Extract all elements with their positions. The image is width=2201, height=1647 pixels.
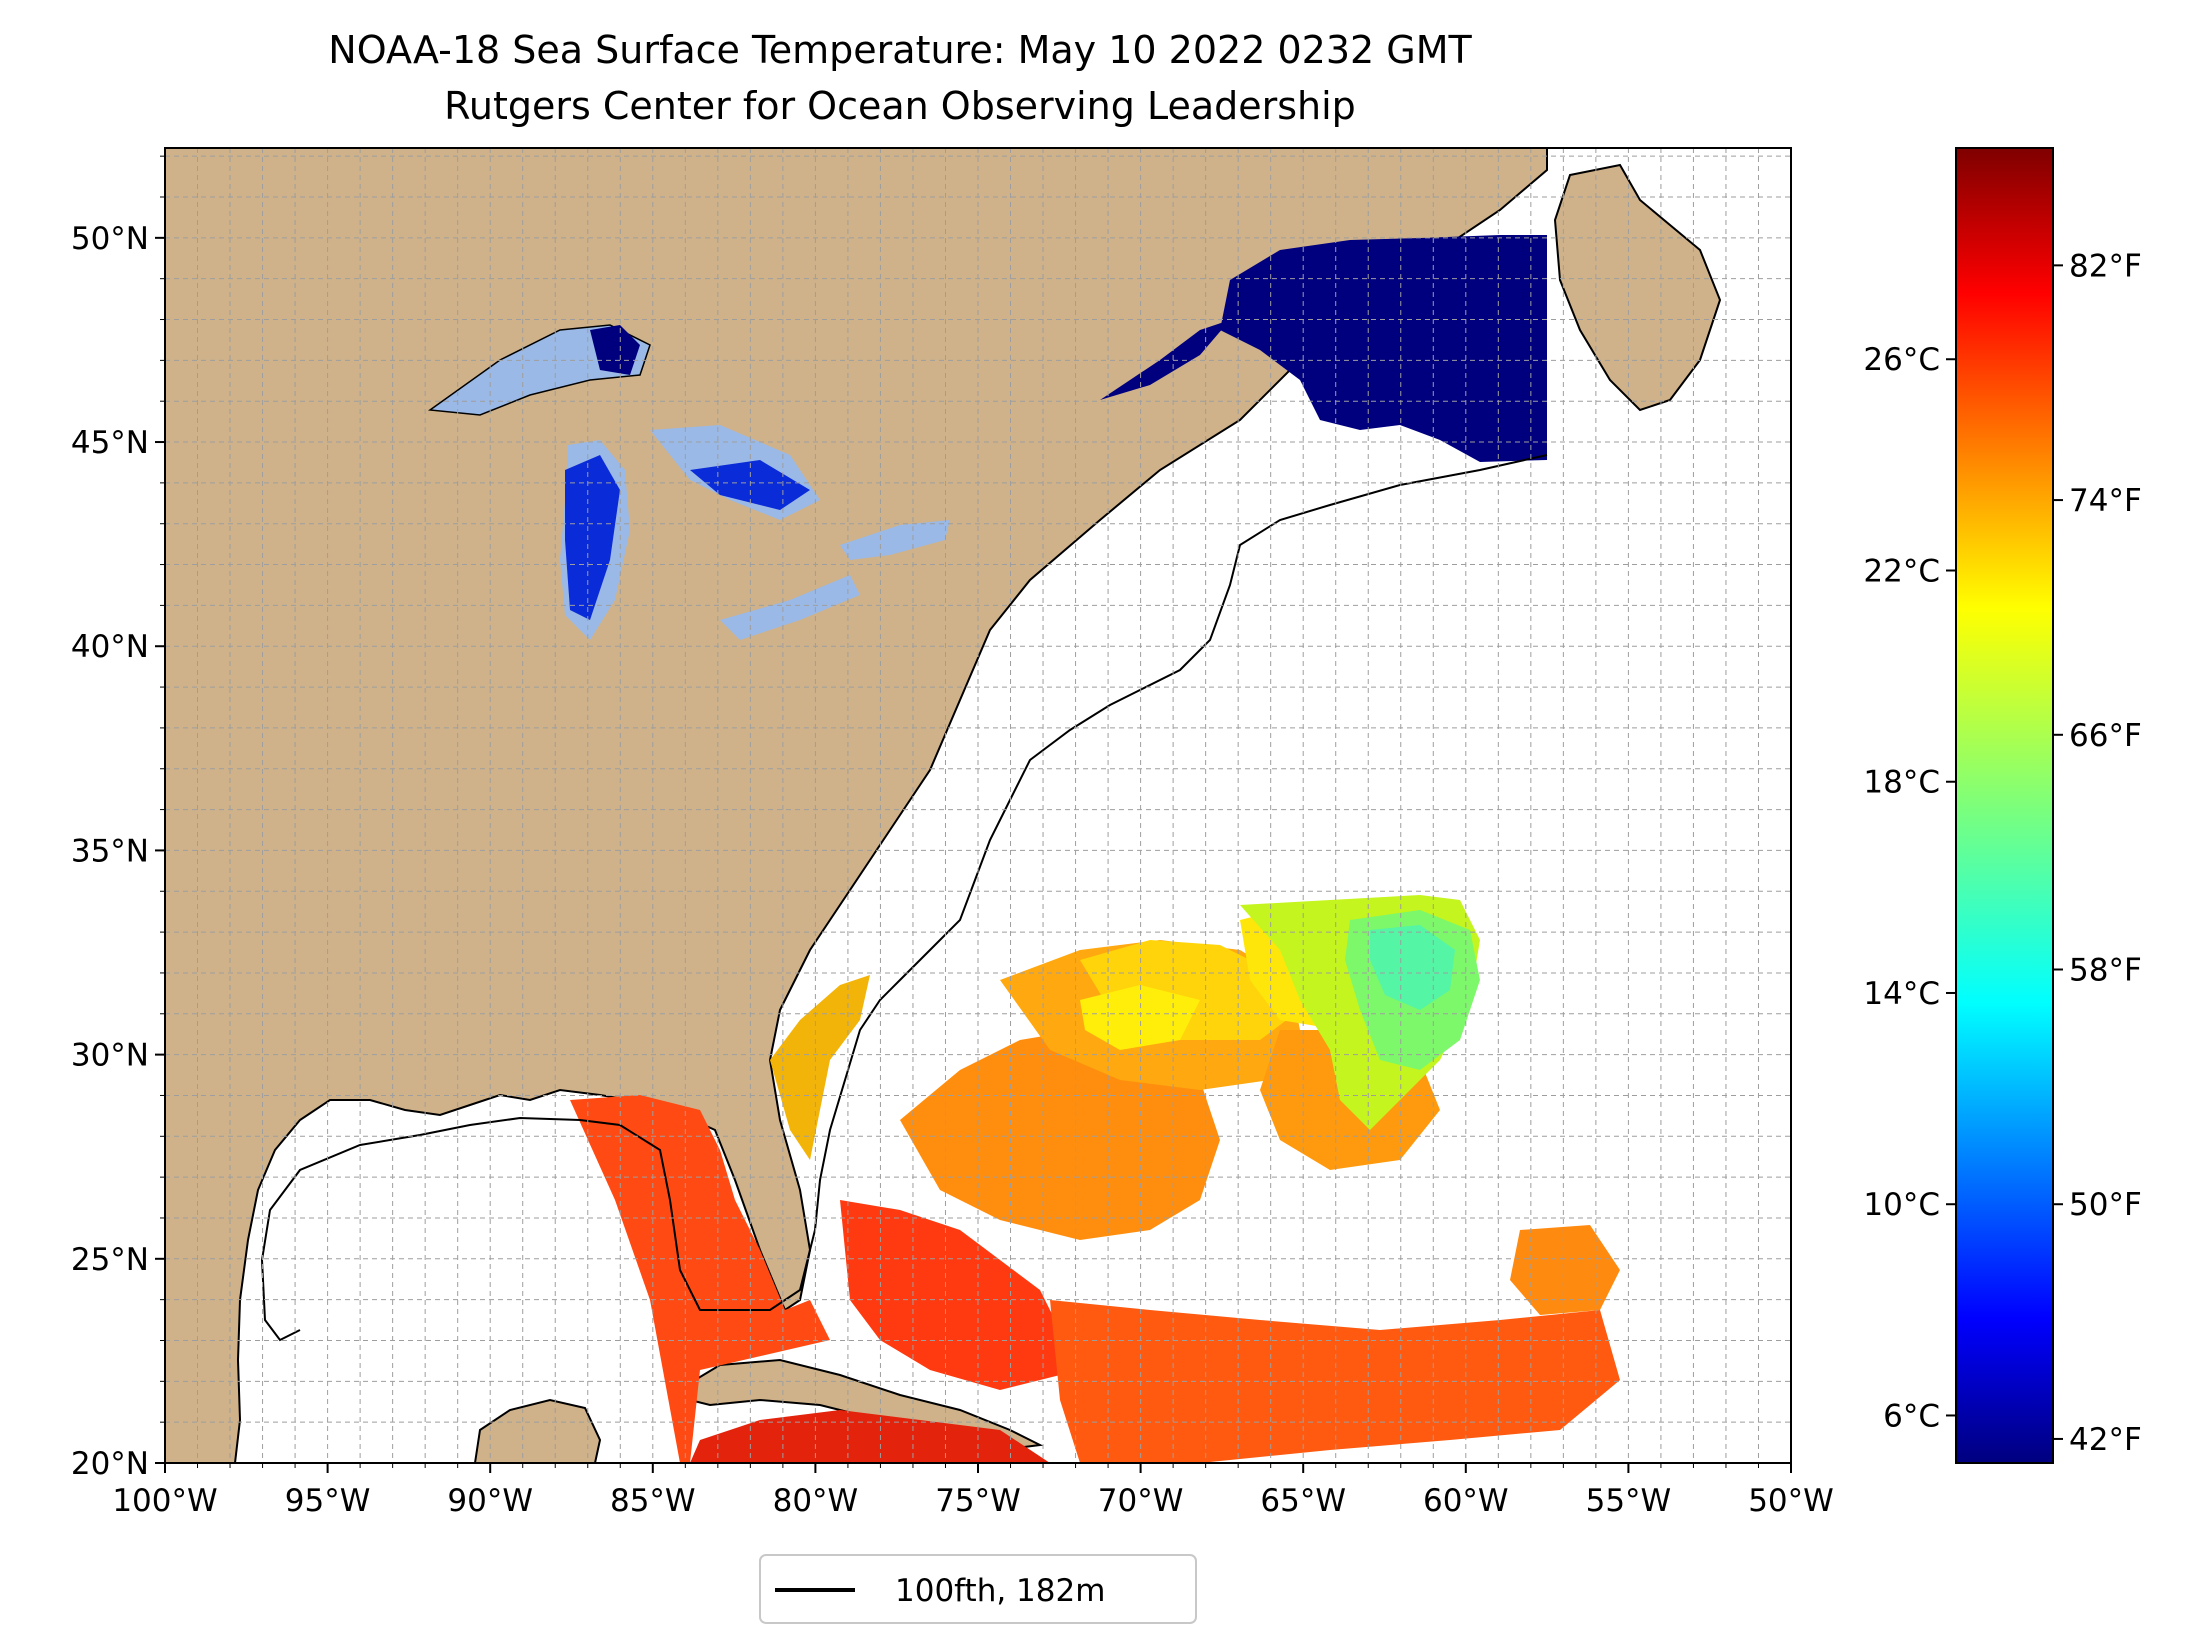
map-area	[165, 148, 1791, 1463]
y-tick-label: 30°N	[71, 1038, 149, 1074]
y-tick-label: 45°N	[71, 425, 149, 461]
land-yucatan	[473, 1398, 602, 1463]
latitude-axis: 20°N 25°N 30°N 35°N 40°N 45°N 50°N	[71, 155, 165, 1482]
x-tick-label: 95°W	[285, 1483, 371, 1519]
x-tick-label: 50°W	[1748, 1483, 1834, 1519]
x-tick-label: 90°W	[447, 1483, 533, 1519]
y-tick-label: 50°N	[71, 221, 149, 257]
x-tick-label: 55°W	[1586, 1483, 1672, 1519]
celsius-tick-label: 22°C	[1863, 553, 1940, 589]
longitude-axis: 100°W 95°W 90°W 85°W 80°W 75°W 70°W 65°W 60°W 55°…	[112, 1463, 1834, 1519]
y-tick-label: 35°N	[71, 833, 149, 869]
celsius-tick-label: 26°C	[1863, 342, 1940, 378]
contour-100fth	[260, 454, 1548, 1342]
fahrenheit-tick-label: 66°F	[2069, 718, 2142, 754]
colorbar: 6°C 10°C 14°C 18°C 22°C 26°C 42°F 50°F 58°F 66°F…	[1863, 147, 2142, 1464]
celsius-tick-label: 18°C	[1863, 765, 1940, 801]
celsius-tick-label: 10°C	[1863, 1187, 1940, 1223]
colorbar-gradient	[1955, 147, 2054, 1464]
x-tick-label: 60°W	[1423, 1483, 1509, 1519]
y-tick-label: 20°N	[71, 1446, 149, 1482]
x-tick-label: 80°W	[773, 1483, 859, 1519]
sst-gulf-warm	[570, 1095, 830, 1463]
map-subtitle: Rutgers Center for Ocean Observing Leade…	[444, 84, 1356, 128]
sst-northeast-cold	[1220, 235, 1547, 462]
fahrenheit-tick-label: 58°F	[2069, 953, 2142, 989]
fahrenheit-tick-label: 42°F	[2069, 1422, 2142, 1458]
celsius-tick-label: 6°C	[1883, 1398, 1940, 1434]
fahrenheit-tick-label: 74°F	[2069, 483, 2142, 519]
x-tick-label: 85°W	[610, 1483, 696, 1519]
map-legend: 100fth, 182m	[759, 1554, 1197, 1624]
fahrenheit-tick-label: 50°F	[2069, 1187, 2142, 1223]
map-title: NOAA-18 Sea Surface Temperature: May 10 …	[328, 28, 1472, 72]
y-tick-label: 40°N	[71, 629, 149, 665]
celsius-tick-label: 14°C	[1863, 976, 1940, 1012]
x-tick-label: 70°W	[1098, 1483, 1184, 1519]
fahrenheit-tick-label: 82°F	[2069, 248, 2142, 284]
y-tick-label: 25°N	[71, 1242, 149, 1278]
legend-label: 100fth, 182m	[895, 1573, 1105, 1609]
x-tick-label: 65°W	[1260, 1483, 1346, 1519]
x-tick-label: 75°W	[935, 1483, 1021, 1519]
map-grid	[165, 148, 1791, 1463]
x-tick-label: 100°W	[112, 1483, 217, 1519]
